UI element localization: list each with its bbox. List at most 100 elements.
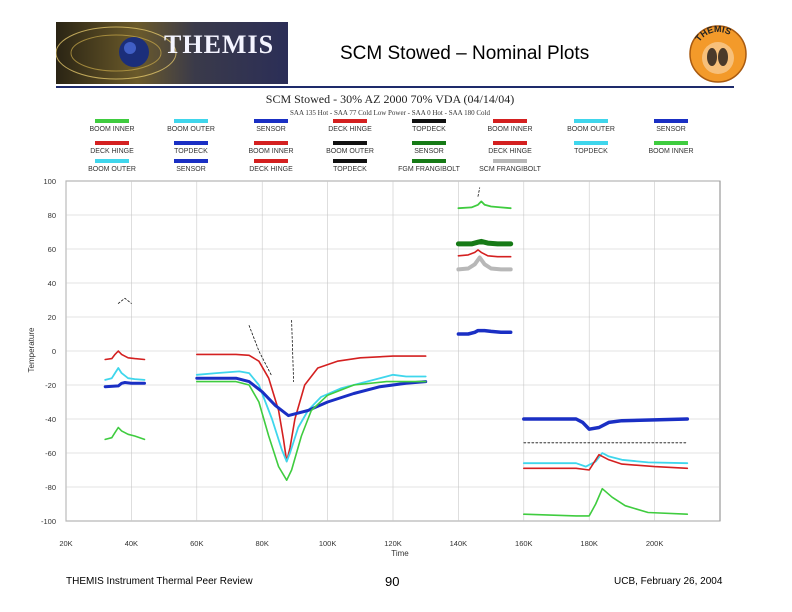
legend-label: BOOM OUTER xyxy=(567,126,615,133)
legend-swatch xyxy=(412,119,446,123)
legend-label: DECK HINGE xyxy=(249,166,293,173)
y-tick-label: -80 xyxy=(45,483,56,492)
legend-swatch xyxy=(254,159,288,163)
y-tick-label: -20 xyxy=(45,381,56,390)
x-tick-label: 40K xyxy=(125,539,138,548)
axis-ticks: 20K 40K 60K 80K 100K 120K 140K 160K 180K 200K 100 8… xyxy=(41,177,663,548)
chart-subtitle: SAA 135 Hot - SAA 77 Cold Low Power - SA… xyxy=(290,109,490,117)
x-tick-label: 20K xyxy=(59,539,72,548)
series-line xyxy=(104,350,146,361)
legend-label: BOOM INNER xyxy=(89,126,134,133)
series-line xyxy=(196,353,427,463)
themis-banner: THEMIS xyxy=(56,22,288,84)
series-line xyxy=(103,381,146,389)
themis-logo-text: THEMIS xyxy=(164,30,275,59)
series-line xyxy=(457,200,512,210)
x-tick-label: 160K xyxy=(515,539,533,548)
legend-label: BOOM INNER xyxy=(248,148,293,155)
y-tick-label: -100 xyxy=(41,517,56,526)
legend-label: SENSOR xyxy=(176,166,206,173)
series-line xyxy=(456,328,513,336)
legend-swatch xyxy=(493,159,527,163)
series-line xyxy=(456,255,513,272)
x-axis-label: Time xyxy=(391,549,409,558)
x-tick-label: 140K xyxy=(450,539,468,548)
y-tick-label: -40 xyxy=(45,415,56,424)
series-line xyxy=(104,426,146,441)
legend-swatch xyxy=(174,159,208,163)
legend-label: SCM FRANGIBOLT xyxy=(479,166,541,173)
legend-swatch xyxy=(574,141,608,145)
footer-left: THEMIS Instrument Thermal Peer Review xyxy=(66,576,253,587)
legend-label: TOPDECK xyxy=(412,126,446,133)
legend-swatch xyxy=(95,159,129,163)
series-line xyxy=(455,238,514,247)
legend-swatch xyxy=(333,119,367,123)
x-tick-label: 80K xyxy=(256,539,269,548)
legend-label: SENSOR xyxy=(656,126,686,133)
legend-swatch xyxy=(95,119,129,123)
footer-right: UCB, February 26, 2004 xyxy=(614,576,723,587)
x-tick-label: 180K xyxy=(580,539,598,548)
title-rule xyxy=(56,86,734,88)
x-tick-label: 60K xyxy=(190,539,203,548)
series-line xyxy=(195,370,427,463)
series-line xyxy=(522,417,690,431)
y-tick-label: 20 xyxy=(48,313,56,322)
y-axis-label: Temperature xyxy=(27,327,36,372)
x-tick-label: 100K xyxy=(319,539,337,548)
legend-label: BOOM OUTER xyxy=(88,166,136,173)
series-line xyxy=(195,376,428,418)
legend-label: FGM FRANGIBOLT xyxy=(398,166,460,173)
y-tick-label: 80 xyxy=(48,211,56,220)
legend-swatch xyxy=(174,119,208,123)
series-line xyxy=(104,367,146,381)
y-tick-label: 0 xyxy=(52,347,56,356)
legend-label: BOOM OUTER xyxy=(167,126,215,133)
series-line xyxy=(522,452,689,468)
legend-swatch xyxy=(574,119,608,123)
y-tick-label: 100 xyxy=(43,177,56,186)
series-line xyxy=(457,249,512,258)
legend-label: BOOM INNER xyxy=(487,126,532,133)
chart-legend: BOOM INNER BOOM OUTER SENSOR DECK HINGE TOPD… xyxy=(88,119,694,173)
legend-swatch xyxy=(174,141,208,145)
legend-label: TOPDECK xyxy=(574,148,608,155)
legend-swatch xyxy=(254,141,288,145)
themis-seal-logo: THEMIS xyxy=(688,24,748,89)
chart-grid xyxy=(65,180,720,522)
series-line xyxy=(196,380,427,481)
legend-label: BOOM INNER xyxy=(648,148,693,155)
x-tick-label: 200K xyxy=(646,539,664,548)
legend-label: DECK HINGE xyxy=(90,148,134,155)
series-line xyxy=(523,487,689,517)
legend-label: TOPDECK xyxy=(333,166,367,173)
earth-orbit-graphic xyxy=(56,26,177,80)
series-layer xyxy=(103,187,690,517)
x-tick-label: 120K xyxy=(384,539,402,548)
legend-label: DECK HINGE xyxy=(488,148,532,155)
legend-swatch xyxy=(412,159,446,163)
legend-swatch xyxy=(333,141,367,145)
legend-label: SENSOR xyxy=(414,148,444,155)
legend-swatch xyxy=(654,119,688,123)
y-tick-label: -60 xyxy=(45,449,56,458)
legend-swatch xyxy=(95,141,129,145)
legend-label: DECK HINGE xyxy=(328,126,372,133)
chart-title: SCM Stowed - 30% AZ 2000 70% VDA (04/14/… xyxy=(266,92,514,106)
legend-swatch xyxy=(412,141,446,145)
series-line xyxy=(523,453,689,471)
y-tick-label: 40 xyxy=(48,279,56,288)
legend-swatch xyxy=(493,119,527,123)
series-line xyxy=(248,325,273,377)
legend-label: BOOM OUTER xyxy=(326,148,374,155)
legend-label: SENSOR xyxy=(256,126,286,133)
legend-label: TOPDECK xyxy=(174,148,208,155)
legend-swatch xyxy=(493,141,527,145)
slide-title: SCM Stowed – Nominal Plots xyxy=(340,43,590,64)
page-number: 90 xyxy=(385,574,400,589)
y-tick-label: 60 xyxy=(48,245,56,254)
series-line xyxy=(117,297,132,304)
series-line xyxy=(477,187,481,197)
